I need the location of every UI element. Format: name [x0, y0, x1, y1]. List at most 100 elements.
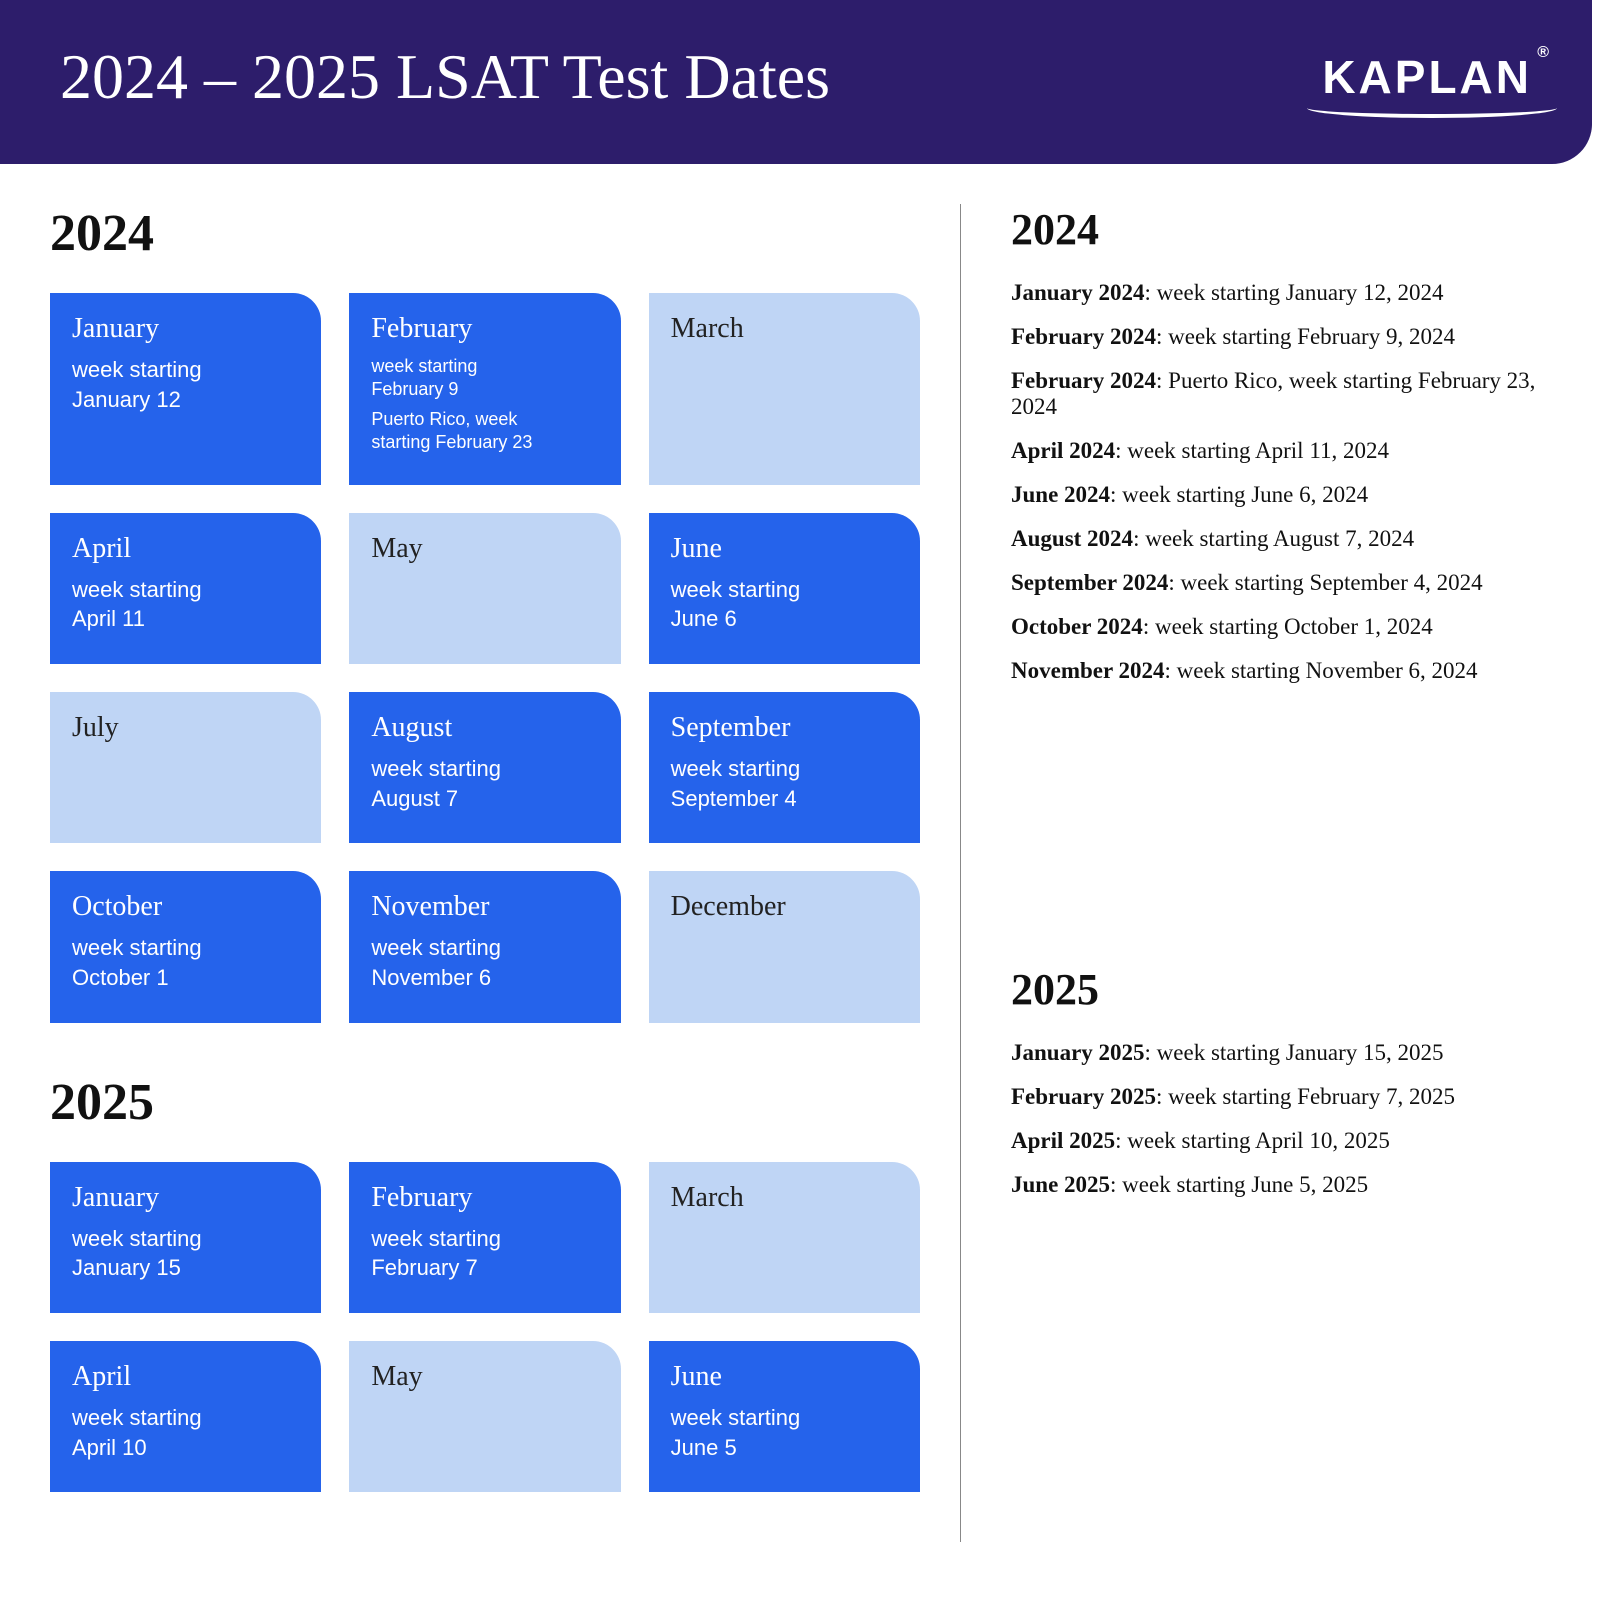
- year-heading: 2025: [1011, 964, 1550, 1015]
- detail-line: February 7: [371, 1253, 598, 1283]
- month-grid: Januaryweek startingJanuary 15Februarywe…: [50, 1162, 920, 1493]
- month-card: May: [349, 513, 620, 664]
- detail-line: starting February 23: [371, 431, 598, 454]
- detail-line: June 6: [671, 604, 898, 634]
- month-name: April: [72, 533, 299, 565]
- month-detail: week startingApril 11: [72, 575, 299, 634]
- date-text: : week starting February 9, 2024: [1156, 324, 1455, 349]
- month-card: January week startingJanuary 15: [50, 1162, 321, 1313]
- month-card: October week startingOctober 1: [50, 871, 321, 1022]
- month-card: June week startingJune 6: [649, 513, 920, 664]
- date-label: February 2025: [1011, 1084, 1156, 1109]
- month-card: March: [649, 293, 920, 485]
- month-grid: Januaryweek startingJanuary 12Februarywe…: [50, 293, 920, 1023]
- date-list: January 2024: week starting January 12, …: [1011, 280, 1550, 684]
- month-detail: week startingSeptember 4: [671, 754, 898, 813]
- list-column: 2024January 2024: week starting January …: [960, 204, 1550, 1542]
- date-item: February 2025: week starting February 7,…: [1011, 1084, 1550, 1110]
- date-text: : week starting October 1, 2024: [1143, 614, 1433, 639]
- date-text: : week starting January 15, 2025: [1145, 1040, 1444, 1065]
- detail-line: week starting: [671, 1403, 898, 1433]
- month-name: February: [371, 313, 598, 345]
- month-name: January: [72, 313, 299, 345]
- date-label: October 2024: [1011, 614, 1143, 639]
- month-detail: week startingFebruary 9Puerto Rico, week…: [371, 355, 598, 455]
- date-item: August 2024: week starting August 7, 202…: [1011, 526, 1550, 552]
- month-detail: week startingApril 10: [72, 1403, 299, 1462]
- detail-line: week starting: [671, 754, 898, 784]
- detail-line: week starting: [371, 1224, 598, 1254]
- detail-line: Puerto Rico, week: [371, 408, 598, 431]
- detail-line: week starting: [72, 575, 299, 605]
- date-label: January 2025: [1011, 1040, 1145, 1065]
- detail-line: week starting: [371, 754, 598, 784]
- detail-line: week starting: [371, 933, 598, 963]
- month-name: January: [72, 1182, 299, 1214]
- detail-line: August 7: [371, 784, 598, 814]
- month-name: July: [72, 712, 299, 744]
- month-card: January week startingJanuary 12: [50, 293, 321, 485]
- month-card: March: [649, 1162, 920, 1313]
- date-item: February 2024: Puerto Rico, week startin…: [1011, 368, 1550, 420]
- date-label: June 2024: [1011, 482, 1110, 507]
- month-detail: week startingNovember 6: [371, 933, 598, 992]
- month-name: June: [671, 1361, 898, 1393]
- detail-line: June 5: [671, 1433, 898, 1463]
- month-name: March: [671, 1182, 898, 1214]
- date-label: June 2025: [1011, 1172, 1110, 1197]
- detail-line: October 1: [72, 963, 299, 993]
- month-detail: week startingJune 6: [671, 575, 898, 634]
- date-label: August 2024: [1011, 526, 1133, 551]
- month-detail: week startingOctober 1: [72, 933, 299, 992]
- detail-line: September 4: [671, 784, 898, 814]
- date-item: June 2025: week starting June 5, 2025: [1011, 1172, 1550, 1198]
- month-detail: week startingAugust 7: [371, 754, 598, 813]
- month-name: May: [371, 533, 598, 565]
- month-card: Februaryweek startingFebruary 9Puerto Ri…: [349, 293, 620, 485]
- month-name: February: [371, 1182, 598, 1214]
- month-name: April: [72, 1361, 299, 1393]
- detail-line: February 9: [371, 378, 598, 401]
- year-heading: 2025: [50, 1073, 920, 1132]
- detail-line: January 15: [72, 1253, 299, 1283]
- detail-line: week starting: [72, 1224, 299, 1254]
- date-item: January 2024: week starting January 12, …: [1011, 280, 1550, 306]
- month-card: November week startingNovember 6: [349, 871, 620, 1022]
- month-card: April week startingApril 10: [50, 1341, 321, 1492]
- date-label: April 2024: [1011, 438, 1115, 463]
- registered-icon: ®: [1537, 44, 1552, 62]
- date-text: : week starting April 10, 2025: [1115, 1128, 1390, 1153]
- detail-line: week starting: [671, 575, 898, 605]
- date-label: January 2024: [1011, 280, 1145, 305]
- logo-text: KAPLAN: [1322, 51, 1532, 103]
- month-name: October: [72, 891, 299, 923]
- month-name: August: [371, 712, 598, 744]
- date-item: November 2024: week starting November 6,…: [1011, 658, 1550, 684]
- date-item: October 2024: week starting October 1, 2…: [1011, 614, 1550, 640]
- year-heading: 2024: [50, 204, 920, 263]
- detail-line: April 11: [72, 604, 299, 634]
- detail-line: April 10: [72, 1433, 299, 1463]
- month-name: December: [671, 891, 898, 923]
- calendar-column: 2024Januaryweek startingJanuary 12Februa…: [50, 204, 920, 1542]
- date-text: : week starting April 11, 2024: [1115, 438, 1389, 463]
- date-text: : week starting February 7, 2025: [1156, 1084, 1455, 1109]
- month-name: June: [671, 533, 898, 565]
- date-text: : week starting November 6, 2024: [1165, 658, 1478, 683]
- detail-line: week starting: [72, 933, 299, 963]
- detail-line: January 12: [72, 385, 299, 415]
- month-card: May: [349, 1341, 620, 1492]
- date-text: : week starting September 4, 2024: [1168, 570, 1482, 595]
- header: 2024 – 2025 LSAT Test Dates KAPLAN ®: [0, 0, 1592, 164]
- date-text: : week starting June 6, 2024: [1110, 482, 1368, 507]
- month-card: December: [649, 871, 920, 1022]
- month-name: September: [671, 712, 898, 744]
- detail-line: week starting: [72, 355, 299, 385]
- date-text: : week starting August 7, 2024: [1133, 526, 1414, 551]
- month-name: November: [371, 891, 598, 923]
- date-item: February 2024: week starting February 9,…: [1011, 324, 1550, 350]
- detail-line: week starting: [72, 1403, 299, 1433]
- main-content: 2024Januaryweek startingJanuary 12Februa…: [0, 164, 1600, 1582]
- month-card: April week startingApril 11: [50, 513, 321, 664]
- month-card: June week startingJune 5: [649, 1341, 920, 1492]
